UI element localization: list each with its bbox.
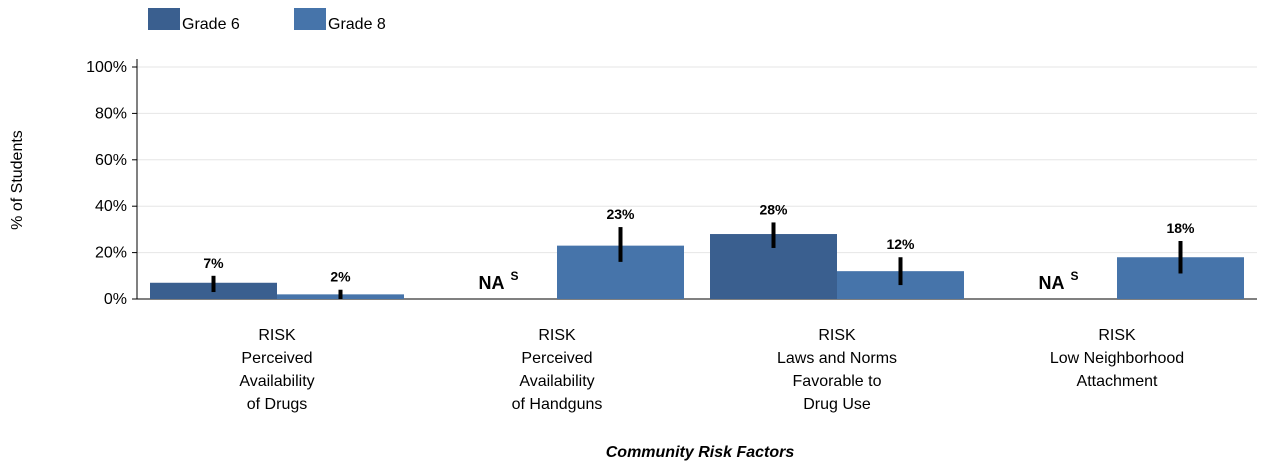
y-axis: 0% 20% 40% 60% 80% 100% bbox=[86, 59, 1257, 308]
category-label: RISK bbox=[818, 327, 856, 344]
category-label: Availability bbox=[519, 373, 594, 390]
legend-label: Grade 8 bbox=[328, 16, 386, 33]
category-label: of Drugs bbox=[247, 396, 307, 413]
error-bars bbox=[211, 222, 1183, 299]
na-superscript: S bbox=[511, 269, 519, 283]
category-label: Attachment bbox=[1077, 373, 1158, 390]
data-label: 7% bbox=[203, 255, 224, 271]
category-label: RISK bbox=[258, 327, 296, 344]
legend: Grade 6 Grade 8 bbox=[148, 8, 386, 33]
category-label: Perceived bbox=[521, 350, 592, 367]
y-tick-label: 40% bbox=[95, 198, 127, 215]
data-label: 23% bbox=[606, 206, 635, 222]
category-label: Favorable to bbox=[793, 373, 882, 390]
y-tick-label: 20% bbox=[95, 245, 127, 262]
y-tick-label: 100% bbox=[86, 59, 127, 76]
y-tick-label: 0% bbox=[104, 291, 127, 308]
na-superscript: S bbox=[1071, 269, 1079, 283]
na-label: NA bbox=[1039, 273, 1065, 293]
bars bbox=[150, 234, 1244, 299]
legend-label: Grade 6 bbox=[182, 16, 240, 33]
category-label: RISK bbox=[538, 327, 576, 344]
y-axis-label: % of Students bbox=[9, 130, 26, 230]
category-label: RISK bbox=[1098, 327, 1136, 344]
data-labels: 7% 2% NA S 23% 28% 12% NA S 18% bbox=[203, 201, 1195, 293]
data-label: 12% bbox=[886, 236, 915, 252]
data-label: 2% bbox=[330, 269, 351, 285]
category-labels: RISK Perceived Availability of Drugs RISK Per… bbox=[239, 327, 1184, 413]
na-label: NA bbox=[479, 273, 505, 293]
y-tick-label: 60% bbox=[95, 152, 127, 169]
category-label: Drug Use bbox=[803, 396, 871, 413]
y-tick-label: 80% bbox=[95, 105, 127, 122]
category-label: Low Neighborhood bbox=[1050, 350, 1184, 367]
legend-swatch bbox=[148, 8, 180, 30]
gridlines bbox=[137, 66, 1257, 254]
category-label: of Handguns bbox=[512, 396, 603, 413]
x-axis-label: Community Risk Factors bbox=[606, 444, 795, 461]
category-label: Laws and Norms bbox=[777, 350, 897, 367]
data-label: 28% bbox=[759, 201, 788, 217]
data-label: 18% bbox=[1166, 220, 1195, 236]
legend-swatch bbox=[294, 8, 326, 30]
category-label: Availability bbox=[239, 373, 314, 390]
category-label: Perceived bbox=[241, 350, 312, 367]
